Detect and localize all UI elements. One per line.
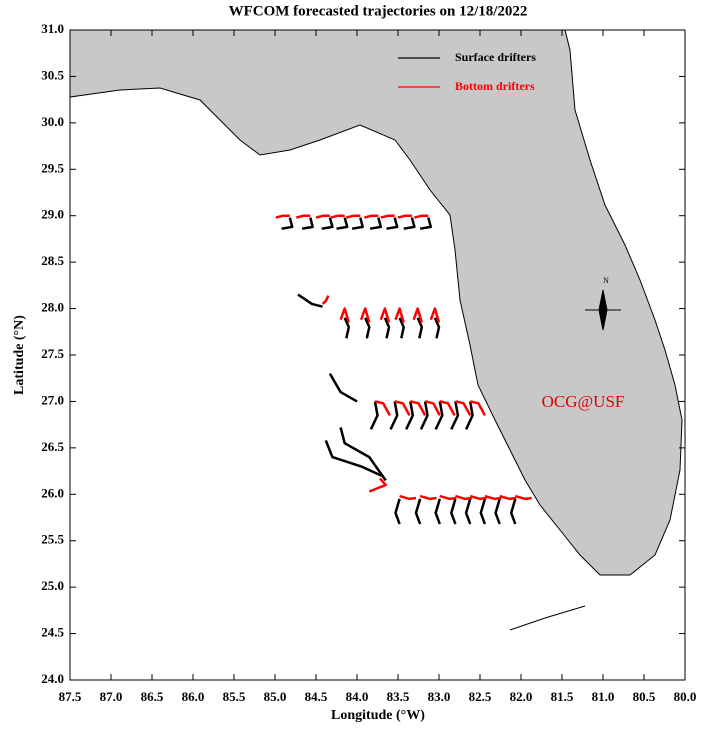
y-tick-label: 29.5	[41, 160, 64, 175]
y-axis-label: Latitude (°N)	[12, 315, 27, 395]
x-tick-label: 81.0	[592, 689, 615, 704]
x-tick-label: 80.0	[674, 689, 697, 704]
y-tick-label: 27.5	[41, 346, 64, 361]
legend-label: Bottom drifters	[455, 79, 535, 93]
y-tick-label: 25.5	[41, 532, 64, 547]
y-tick-label: 25.0	[41, 578, 64, 593]
y-tick-label: 27.0	[41, 392, 64, 407]
trajectory	[275, 214, 532, 501]
x-tick-label: 81.5	[551, 689, 574, 704]
compass-needle	[598, 289, 608, 331]
x-tick-label: 86.0	[182, 689, 205, 704]
y-tick-label: 29.0	[41, 207, 64, 222]
y-tick-label: 24.0	[41, 671, 64, 686]
y-tick-label: 24.5	[41, 625, 64, 640]
x-tick-label: 82.0	[510, 689, 533, 704]
y-tick-label: 26.0	[41, 485, 64, 500]
x-tick-label: 84.0	[346, 689, 369, 704]
compass-label: N	[603, 276, 609, 285]
compass	[585, 289, 621, 331]
x-axis-label: Longitude (°W)	[331, 708, 425, 723]
x-tick-label: 83.5	[387, 689, 410, 704]
x-tick-label: 85.5	[223, 689, 246, 704]
x-tick-label: 83.0	[428, 689, 451, 704]
y-tick-label: 28.5	[41, 253, 64, 268]
annotation: OCG@USF	[542, 392, 625, 411]
y-tick-label: 30.0	[41, 114, 64, 129]
y-tick-label: 30.5	[41, 67, 64, 82]
x-tick-label: 87.0	[100, 689, 123, 704]
y-tick-label: 28.0	[41, 300, 64, 315]
x-tick-label: 84.5	[305, 689, 328, 704]
keys	[509, 605, 586, 631]
land	[69, 29, 683, 576]
y-tick-label: 26.5	[41, 439, 64, 454]
x-tick-label: 80.5	[633, 689, 656, 704]
trajectory	[281, 217, 517, 525]
y-tick-label: 31.0	[41, 21, 64, 36]
x-tick-label: 86.5	[141, 689, 164, 704]
chart-title: WFCOM forecasted trajectories on 12/18/2…	[229, 3, 528, 19]
x-tick-label: 87.5	[59, 689, 82, 704]
x-tick-label: 85.0	[264, 689, 287, 704]
legend-label: Surface drifters	[455, 50, 536, 64]
x-tick-label: 82.5	[469, 689, 492, 704]
